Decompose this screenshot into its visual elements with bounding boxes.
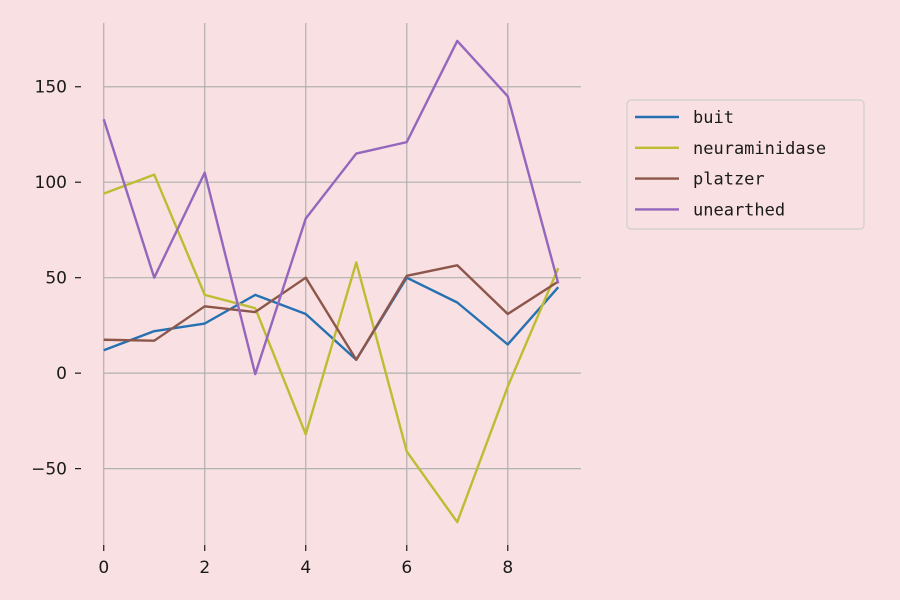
x-tick-label: 4 <box>300 558 311 578</box>
axes: 0 2 4 6 8 −50 0 50 100 150 <box>31 78 513 578</box>
legend-box <box>626 99 865 230</box>
x-tick-label: 0 <box>98 558 109 578</box>
x-tick-label: 2 <box>199 558 210 578</box>
series-line-unearthed <box>102 39 560 376</box>
legend-label-platzer: platzer <box>693 170 765 190</box>
y-tick-label: 150 <box>35 78 67 98</box>
legend-label-unearthed: unearthed <box>693 200 785 220</box>
y-tick-label: 0 <box>56 364 67 384</box>
series-line-platzer <box>103 264 559 361</box>
y-tick-label: 100 <box>35 173 67 193</box>
x-tick-label: 8 <box>502 558 513 578</box>
legend-label-neuraminidase: neuraminidase <box>693 139 826 159</box>
series-line-buit <box>103 276 560 361</box>
series-line-neuraminidase <box>103 173 560 524</box>
y-tick-label: 50 <box>45 269 67 289</box>
y-tick-label: −50 <box>31 460 67 480</box>
grid <box>103 23 581 545</box>
legend-label-buit: buit <box>693 108 734 128</box>
legend: buit neuraminidase platzer unearthed <box>626 99 865 230</box>
series-lines <box>102 39 560 524</box>
x-tick-label: 6 <box>401 558 412 578</box>
